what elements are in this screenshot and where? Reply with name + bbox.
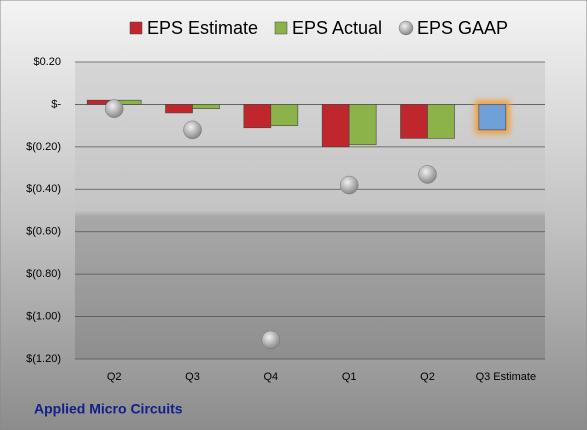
legend-marker xyxy=(398,20,414,36)
legend-marker xyxy=(274,21,288,35)
gaap-marker xyxy=(339,175,359,195)
legend-label: EPS Actual xyxy=(292,18,382,38)
x-tick-label: Q3 xyxy=(185,371,200,383)
y-tick-label: $(0.60) xyxy=(26,226,61,238)
x-tick-label: Q3 Estimate xyxy=(476,371,537,383)
legend-marker xyxy=(129,21,143,35)
x-tick-label: Q1 xyxy=(342,371,357,383)
y-tick-label: $(0.80) xyxy=(26,268,61,280)
y-tick-label: $(0.20) xyxy=(26,141,61,153)
bar xyxy=(270,104,299,126)
bar xyxy=(400,104,428,139)
y-tick-label: $(0.40) xyxy=(26,183,61,195)
bar xyxy=(243,104,272,129)
bar xyxy=(427,104,455,139)
plot-area xyxy=(75,62,545,359)
y-tick-label: $0.20 xyxy=(33,56,61,68)
y-tick-label: $(1.00) xyxy=(26,310,61,322)
bar xyxy=(478,104,507,131)
x-tick-label: Q2 xyxy=(420,371,435,383)
bar xyxy=(348,104,377,146)
legend-label: EPS GAAP xyxy=(417,18,508,38)
y-tick-label: $(1.20) xyxy=(26,353,61,365)
y-tick-label: $- xyxy=(51,98,61,110)
x-tick-label: Q2 xyxy=(107,371,122,383)
gaap-marker xyxy=(104,99,124,118)
bar xyxy=(192,104,220,109)
bar xyxy=(321,104,350,148)
gaap-marker xyxy=(183,120,202,140)
chart-title: Applied Micro Circuits xyxy=(34,401,183,417)
bar xyxy=(165,104,193,114)
gaap-marker xyxy=(418,165,437,184)
x-tick-label: Q4 xyxy=(263,371,278,383)
gaap-marker xyxy=(261,330,281,350)
legend-label: EPS Estimate xyxy=(147,18,258,38)
